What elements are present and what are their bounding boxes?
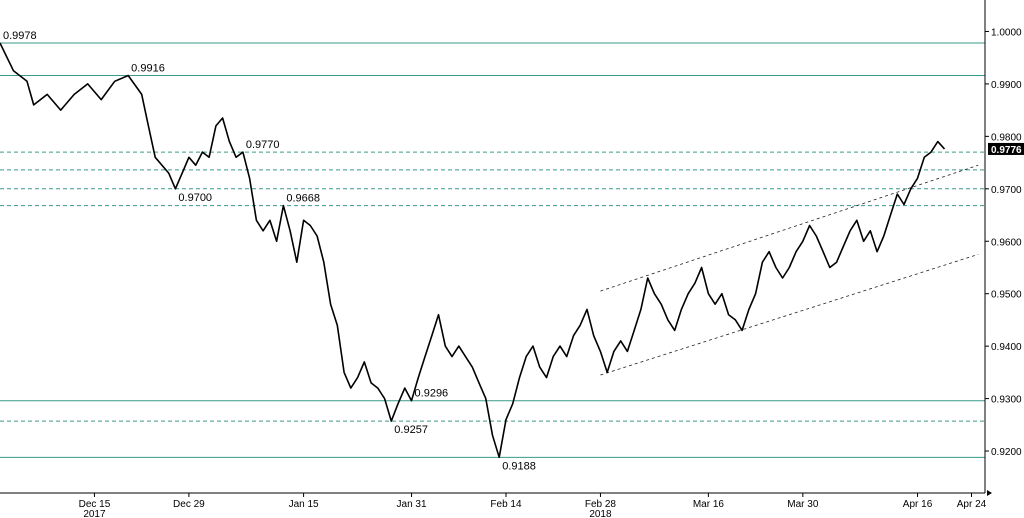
x-tick-label: Feb 14 [490,499,522,510]
y-tick-label: 0.9500 [991,290,1022,301]
x-tick-label: Dec 15 [79,499,111,510]
annotation-label: 0.9978 [3,30,37,42]
y-tick-label: 0.9600 [991,237,1022,248]
x-tick-label: Apr 24 [957,499,987,510]
y-axis: 0.9200 0.9300 0.9400 0.9500 0.9600 0.9700 0.98… [984,0,1024,493]
x-year-label: 2017 [83,509,106,518]
x-axis: Dec 15 Dec 29 Jan 15 Jan 31 Feb 14 Feb 28 Mar … [0,490,992,518]
price-series [0,42,946,459]
y-tick-label: 0.9900 [991,80,1022,91]
annotation-label: 0.9770 [246,139,280,151]
annotation-label: 0.9700 [178,192,212,204]
channel-lines [600,164,979,376]
x-tick-label: Feb 28 [585,499,617,510]
level-lines [0,42,985,458]
annotation-label: 0.9916 [131,63,165,75]
y-tick-label: 0.9200 [991,447,1022,458]
x-year-label: 2018 [589,509,612,518]
y-tick-label: 0.9300 [991,395,1022,406]
y-tick-label: 1.0000 [991,27,1022,38]
x-tick-label: Apr 16 [903,499,933,510]
last-value-badge [988,142,1024,155]
last-value-label: 0.9776 [991,145,1022,156]
annotation-label: 0.9668 [286,193,320,205]
x-tick-label: Jan 31 [397,499,427,510]
x-tick-label: Dec 29 [173,499,205,510]
y-tick-label: 0.9400 [991,342,1022,353]
y-tick-label: 0.9800 [991,132,1022,143]
x-tick-label: Mar 16 [693,499,725,510]
y-tick-label: 0.9700 [991,185,1022,196]
x-axis-arrow [987,490,992,496]
annotation-label: 0.9296 [415,388,449,400]
x-tick-label: Jan 15 [289,499,319,510]
annotation-label: 0.9257 [394,424,428,436]
series-line [0,42,946,459]
channel-line [600,164,979,292]
annotations: 0.9978 0.9916 0.9770 0.9700 0.9668 0.9296 0.92… [3,30,536,472]
annotation-label: 0.9188 [502,460,536,472]
x-tick-label: Mar 30 [787,499,819,510]
channel-line [600,253,979,376]
